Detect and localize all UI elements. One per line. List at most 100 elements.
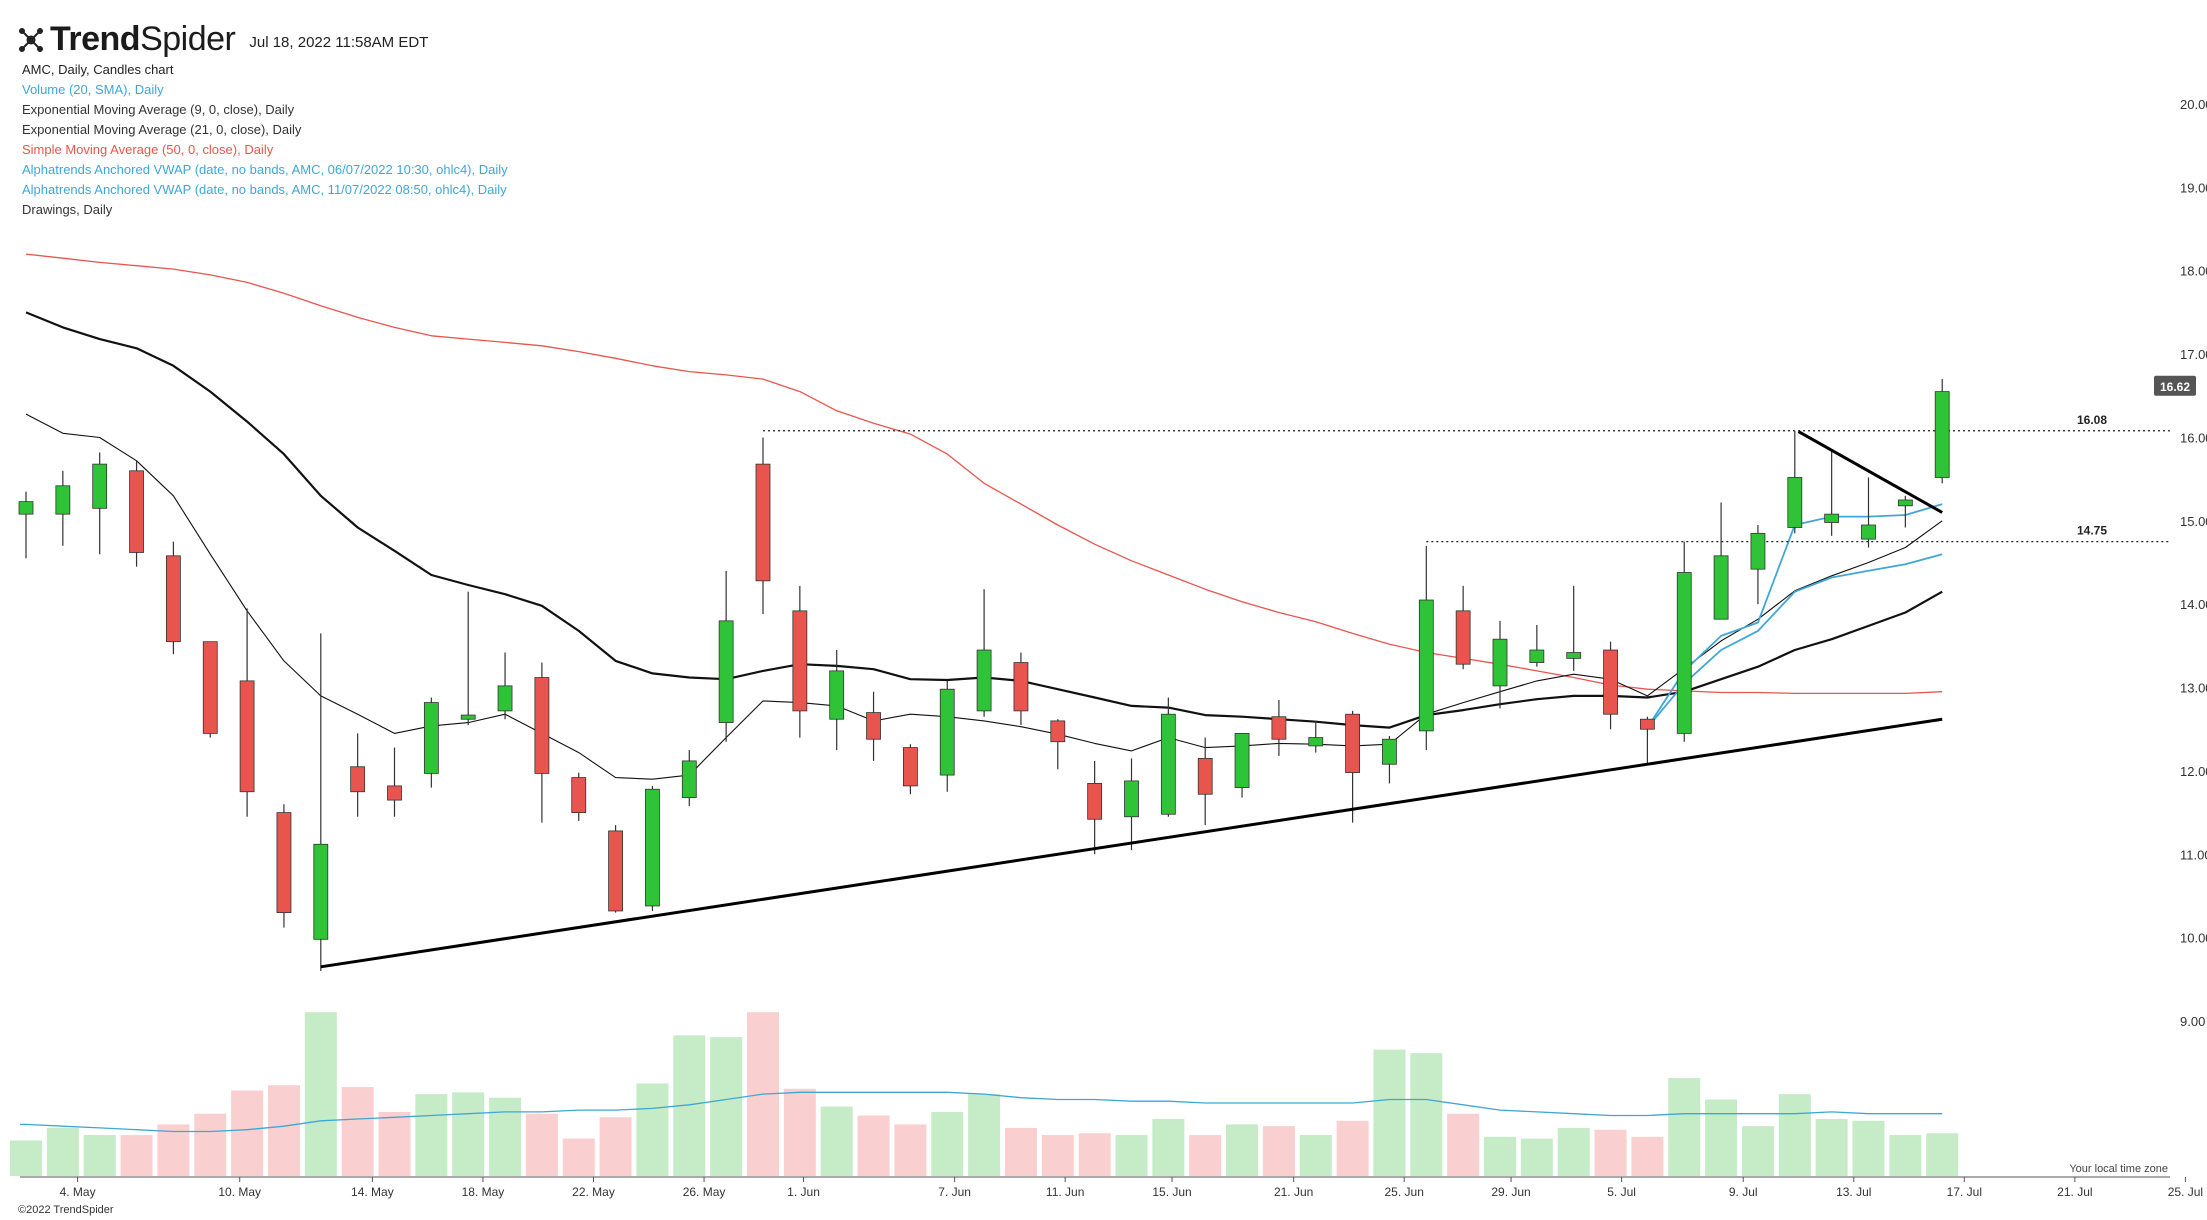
volume-bar	[1668, 1078, 1701, 1176]
candle	[1418, 545, 1434, 751]
candle	[55, 470, 71, 546]
candle-body	[497, 685, 513, 712]
x-tick-label: 26. May	[683, 1185, 726, 1199]
last-price-label: 16.62	[2160, 380, 2190, 394]
candle	[645, 785, 660, 911]
legend-item[interactable]: Alphatrends Anchored VWAP (date, no band…	[22, 162, 508, 177]
y-tick-label: 18.00	[2180, 264, 2207, 279]
legend-item[interactable]: Volume (20, SMA), Daily	[22, 82, 164, 97]
candle-body	[1897, 499, 1913, 507]
candle-body	[534, 677, 550, 774]
candle	[1676, 541, 1692, 742]
y-tick-label: 17.00	[2180, 347, 2207, 362]
candle-body	[1529, 649, 1545, 663]
candle-body	[1492, 638, 1508, 687]
candle	[608, 825, 623, 913]
candle	[1345, 710, 1360, 823]
candle	[1492, 620, 1508, 709]
x-tick-label: 29. Jun	[1491, 1185, 1530, 1199]
legend-item[interactable]: Drawings, Daily	[22, 202, 113, 217]
legend-item[interactable]: Exponential Moving Average (9, 0, close)…	[22, 102, 295, 117]
volume-bar	[378, 1111, 411, 1176]
y-tick-label: 10.00	[2180, 931, 2207, 946]
candle	[276, 804, 292, 928]
candle	[1013, 652, 1029, 726]
volume-bar	[1778, 1094, 1811, 1176]
legend-item[interactable]: AMC, Daily, Candles chart	[22, 62, 174, 77]
volume-bar	[1520, 1138, 1553, 1176]
candle	[718, 570, 734, 742]
candle-body	[1713, 555, 1729, 620]
candle	[681, 750, 697, 806]
x-tick-label: 17. Jul	[1947, 1185, 1982, 1199]
candle-body	[1566, 652, 1582, 659]
candle	[1861, 477, 1876, 548]
x-tick-label: 10. May	[218, 1185, 261, 1199]
volume-bar	[1041, 1135, 1074, 1176]
sma50-line	[25, 253, 1943, 695]
candle-body	[1234, 732, 1250, 788]
volume-bar	[1926, 1133, 1959, 1176]
x-tick-label: 21. Jun	[1274, 1185, 1313, 1199]
x-tick-label: 5. Jul	[1607, 1185, 1636, 1199]
candle-body	[1271, 716, 1287, 740]
legend-item[interactable]: Alphatrends Anchored VWAP (date, no band…	[22, 182, 507, 197]
volume-bar	[120, 1135, 153, 1176]
y-tick-label: 16.00	[2180, 430, 2207, 445]
volume-bar	[1484, 1136, 1516, 1176]
candle-body	[829, 670, 845, 720]
candle	[829, 650, 845, 751]
volume-bar	[1631, 1136, 1664, 1176]
candle	[18, 491, 34, 559]
candle	[792, 585, 808, 738]
candle-body	[1087, 783, 1103, 820]
y-tick-label: 15.00	[2180, 514, 2207, 529]
candle-body	[976, 649, 992, 712]
legend-item[interactable]: Simple Moving Average (50, 0, close), Da…	[22, 142, 274, 157]
header: TrendSpider Jul 18, 2022 11:58AM EDT	[18, 20, 428, 59]
support-trendline	[320, 717, 1943, 969]
x-tick-label: 13. Jul	[1836, 1185, 1871, 1199]
candle-body	[681, 760, 697, 798]
candle	[903, 744, 918, 795]
volume-bar	[489, 1097, 522, 1176]
volume-bar	[1336, 1120, 1369, 1176]
x-tick-label: 25. Jul	[2168, 1185, 2203, 1199]
candle	[239, 608, 255, 817]
candle-body	[939, 688, 955, 776]
candle-body	[313, 843, 329, 940]
volume-bar	[1373, 1049, 1406, 1176]
volume-bar	[710, 1037, 743, 1176]
candle	[129, 460, 144, 567]
volume-bar	[1447, 1113, 1480, 1176]
candle-body	[718, 620, 734, 723]
volume-bar	[46, 1127, 79, 1176]
candle-body	[18, 501, 34, 515]
candle	[1713, 502, 1729, 620]
y-tick-label: 12.00	[2180, 764, 2207, 779]
candle-body	[1160, 713, 1176, 815]
candle	[1640, 716, 1655, 765]
volume-bar	[1115, 1135, 1148, 1176]
candle	[423, 697, 439, 788]
x-tick-label: 21. Jul	[2057, 1185, 2092, 1199]
volume-bar	[894, 1124, 927, 1176]
x-tick-label: 7. Jun	[938, 1185, 971, 1199]
candle-body	[165, 555, 181, 643]
volume-bar	[636, 1083, 669, 1176]
x-tick-label: 4. May	[60, 1185, 96, 1199]
legend-item[interactable]: Exponential Moving Average (21, 0, close…	[22, 122, 302, 137]
volume-bar	[194, 1113, 227, 1176]
volume-bar	[231, 1090, 264, 1176]
volume-bar	[1852, 1120, 1885, 1176]
volume-bar	[931, 1111, 964, 1176]
candle	[1566, 585, 1582, 671]
candle	[202, 641, 218, 738]
candle-body	[1750, 532, 1766, 570]
volume-bar	[783, 1088, 816, 1176]
candle-body	[571, 777, 587, 813]
volume-bar	[83, 1135, 116, 1176]
volume-bar	[1004, 1127, 1037, 1176]
candle-body	[423, 702, 439, 774]
